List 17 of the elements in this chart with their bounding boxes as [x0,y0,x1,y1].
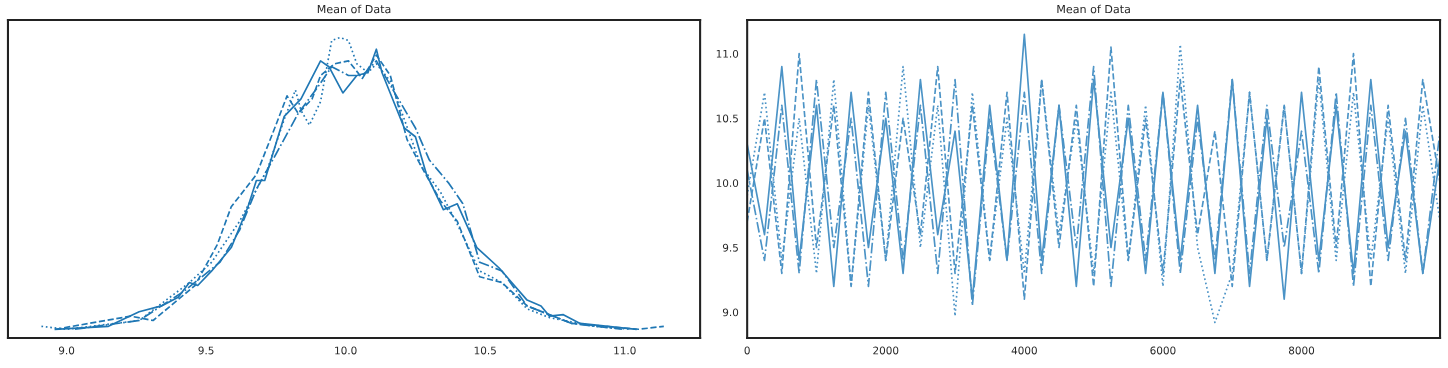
y-tick-label: 10.0 [716,179,739,188]
chart-title: Mean of Data [1057,4,1130,14]
y-tick-label: 9.5 [722,243,738,252]
x-tick-label: 10.0 [335,346,357,355]
y-tick-label: 9.0 [722,308,739,317]
x-tick-label: 9.0 [58,346,75,355]
y-tick-label: 10.5 [716,114,738,123]
x-tick-label: 8000 [1288,346,1315,355]
x-tick-label: 0 [744,346,750,355]
x-tick-label: 6000 [1150,346,1176,355]
chart-title: Mean of Data [317,4,391,14]
x-tick-label: 2000 [873,346,899,355]
x-tick-label: 9.5 [198,346,214,355]
x-tick-label: 11.0 [614,346,636,355]
y-tick-label: 11.0 [716,49,739,58]
x-tick-label: 4000 [1011,346,1037,355]
x-tick-label: 10.5 [474,346,496,355]
